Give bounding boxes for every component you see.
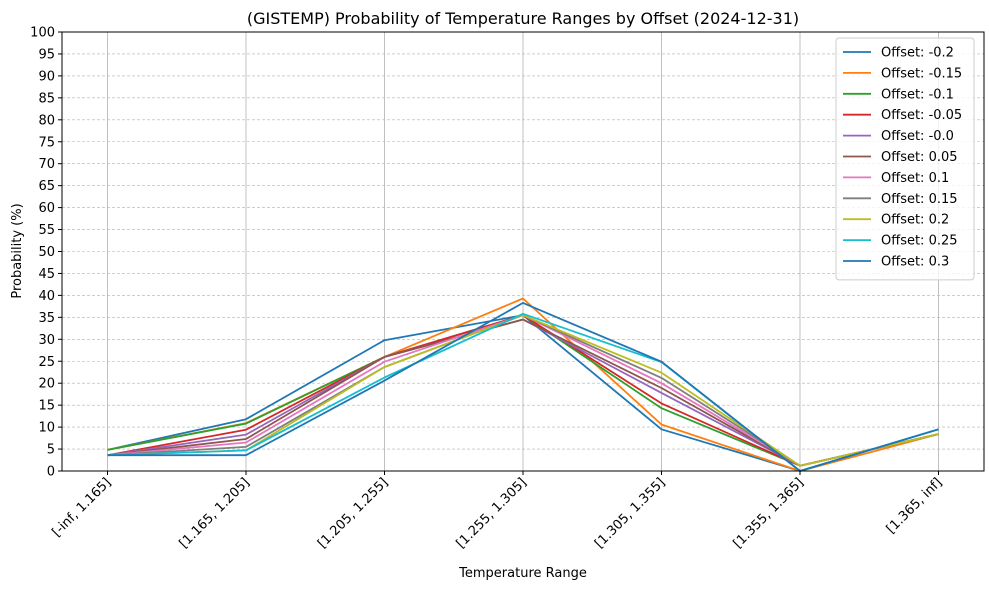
y-tick-label: 20 (38, 377, 55, 392)
y-tick-label: 65 (38, 179, 55, 194)
y-tick-label: 60 (38, 201, 55, 216)
y-tick-label: 85 (38, 91, 55, 106)
x-axis-label: Temperature Range (458, 566, 587, 581)
legend-label: Offset: 0.3 (881, 255, 949, 270)
y-tick-label: 55 (38, 223, 55, 238)
legend-label: Offset: -0.1 (881, 87, 954, 102)
y-tick-label: 5 (47, 443, 55, 458)
y-axis: 0 5 10 15 20 25 30 35 40 45 50 55 60 65 70 75 80 85 90 95 10… (30, 26, 62, 480)
legend-label: Offset: 0.1 (881, 171, 949, 186)
legend-label: Offset: 0.05 (881, 150, 958, 165)
y-tick-label: 30 (38, 333, 55, 348)
y-tick-label: 90 (38, 69, 55, 84)
y-tick-label: 40 (38, 289, 55, 304)
y-tick-label: 35 (38, 311, 55, 326)
legend-label: Offset: 0.15 (881, 192, 958, 207)
legend-label: Offset: 0.25 (881, 234, 958, 249)
series-lines (107, 297, 939, 472)
y-tick-label: 25 (38, 355, 55, 370)
y-tick-label: 95 (38, 47, 55, 62)
y-tick-label: 0 (47, 465, 55, 480)
legend-label: Offset: -0.0 (881, 129, 954, 144)
y-tick-label: 75 (38, 135, 55, 150)
y-tick-label: 100 (30, 26, 55, 41)
legend: Offset: -0.2 Offset: -0.15 Offset: -0.1 Off… (835, 37, 975, 281)
legend-label: Offset: -0.2 (881, 46, 954, 61)
legend-label: Offset: -0.05 (881, 108, 962, 123)
y-tick-label: 10 (38, 421, 55, 436)
legend-label: Offset: 0.2 (881, 213, 949, 228)
y-tick-label: 50 (38, 245, 55, 260)
chart-title: (GISTEMP) Probability of Temperature Ran… (247, 9, 799, 28)
y-tick-label: 15 (38, 399, 55, 414)
y-tick-label: 80 (38, 113, 55, 128)
y-tick-label: 45 (38, 267, 55, 282)
legend-label: Offset: -0.15 (881, 66, 962, 81)
y-axis-label: Probability (%) (10, 203, 25, 298)
y-tick-label: 70 (38, 157, 55, 172)
